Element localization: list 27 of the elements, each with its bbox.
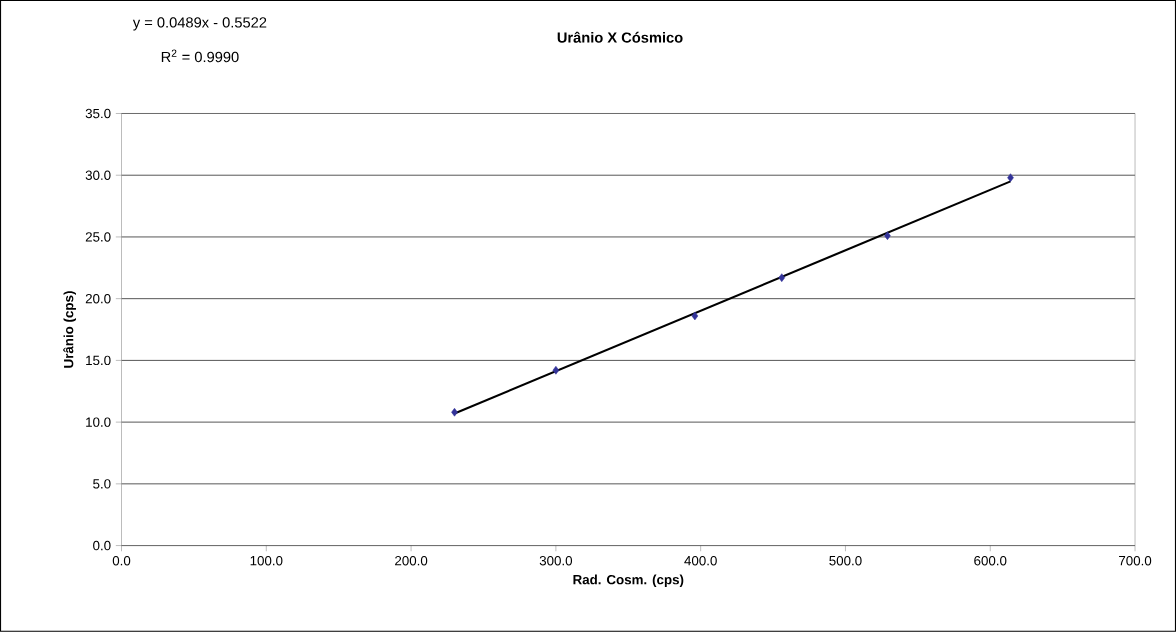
point <box>691 311 699 321</box>
y-tick-label: 25.0 <box>85 232 111 242</box>
x-tick-label: 500.0 <box>829 556 862 566</box>
point <box>1007 173 1014 183</box>
point <box>451 408 458 417</box>
chart-title: Urânio X Cósmico <box>557 31 683 43</box>
x-tick-label: 400.0 <box>684 556 717 566</box>
y-tick-label: 20.0 <box>85 294 111 304</box>
y-tick-label: 0.0 <box>93 540 111 551</box>
y-axis-title: Urânio (cps) <box>63 291 76 368</box>
point <box>884 231 891 241</box>
y-tick-label: 5.0 <box>93 479 111 489</box>
text: y = 0.0489x - 0.5522 <box>132 17 267 31</box>
x-tick-label: 0.0 <box>112 556 131 566</box>
point <box>552 366 560 375</box>
y-tick-label: 15.0 <box>86 355 111 366</box>
x-axis-title: Rad. Cosm. (cps) <box>573 574 684 588</box>
x-tick-label: 200.0 <box>395 556 428 566</box>
x-tick-label: 700.0 <box>1119 556 1152 566</box>
y-tick-label: 35.0 <box>85 108 111 119</box>
text: R$^{2}$ = 0.9990 <box>161 49 239 63</box>
x-tick-label: 100.0 <box>250 556 283 566</box>
point <box>778 273 786 283</box>
x-tick-label: 600.0 <box>974 556 1007 566</box>
y-tick-label: 10.0 <box>86 417 111 427</box>
y-tick-label: 30.0 <box>85 170 111 180</box>
x-tick-label: 300.0 <box>539 556 573 566</box>
